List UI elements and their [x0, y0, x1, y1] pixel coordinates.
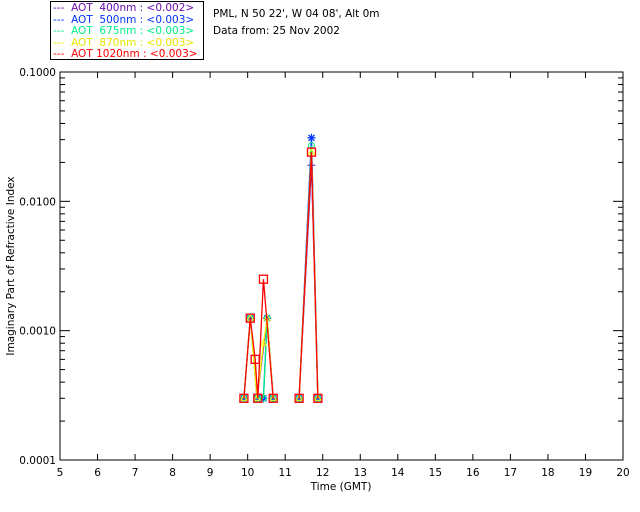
legend-item: --- AOT 1020nm : <0.003> — [53, 48, 198, 60]
data-point — [239, 393, 249, 403]
data-point — [245, 313, 255, 323]
data-point — [253, 393, 263, 403]
data-point — [259, 339, 268, 346]
site-info: PML, N 50 22', W 04 08', Alt 0m Data fro… — [213, 6, 380, 40]
data-point — [240, 394, 248, 401]
x-tick-label: 12 — [316, 467, 329, 479]
x-axis-label: Time (GMT) — [310, 481, 372, 493]
data-point — [306, 147, 317, 157]
y-tick-label: 0.0010 — [19, 326, 56, 338]
plot-frame — [59, 71, 624, 461]
data-date: Data from: 25 Nov 2002 — [213, 25, 340, 37]
data-point — [253, 394, 261, 401]
x-tick-label: 5 — [57, 467, 64, 479]
series-4 — [239, 147, 323, 403]
x-tick-label: 7 — [132, 467, 139, 479]
data-point — [268, 393, 278, 403]
x-tick-label: 14 — [391, 467, 405, 479]
x-tick-label: 15 — [429, 467, 442, 479]
y-tick-label: 0.1000 — [19, 67, 56, 79]
x-tick-label: 8 — [169, 467, 176, 479]
x-tick-label: 10 — [241, 467, 254, 479]
data-point — [259, 394, 267, 402]
legend-item: --- AOT 500nm : <0.003> — [53, 13, 195, 26]
x-tick-label: 9 — [207, 467, 214, 479]
legend: --- AOT 400nm : <0.002> --- AOT 500nm : … — [50, 1, 204, 60]
y-tick-label: 0.0001 — [19, 455, 56, 467]
y-axis-label: Imaginary Part of Refractive Index — [5, 176, 17, 355]
x-tick-label: 6 — [94, 467, 101, 479]
legend-item: --- AOT 400nm : <0.002> — [53, 2, 195, 14]
data-point — [258, 274, 269, 284]
legend-item: --- AOT 870nm : <0.003> — [53, 36, 195, 49]
data-point — [295, 394, 303, 401]
series-line — [298, 152, 319, 399]
series-line — [243, 279, 274, 399]
data-point — [313, 393, 323, 403]
data-point — [269, 394, 278, 401]
x-tick-label: 13 — [354, 467, 367, 479]
data-point — [307, 133, 316, 142]
data-point — [313, 394, 322, 401]
x-tick-label: 20 — [616, 467, 629, 479]
x-tick-label: 17 — [504, 467, 517, 479]
site-location: PML, N 50 22', W 04 08', Alt 0m — [213, 8, 380, 20]
x-tick-label: 18 — [541, 467, 554, 479]
x-tick-label: 19 — [579, 467, 592, 479]
data-point — [250, 354, 260, 365]
x-tick-label: 11 — [279, 467, 292, 479]
y-tick-label: 0.0100 — [19, 196, 56, 208]
x-tick-label: 16 — [466, 467, 480, 479]
data-point — [294, 393, 304, 403]
legend-item: --- AOT 675nm : <0.003> — [53, 25, 195, 37]
